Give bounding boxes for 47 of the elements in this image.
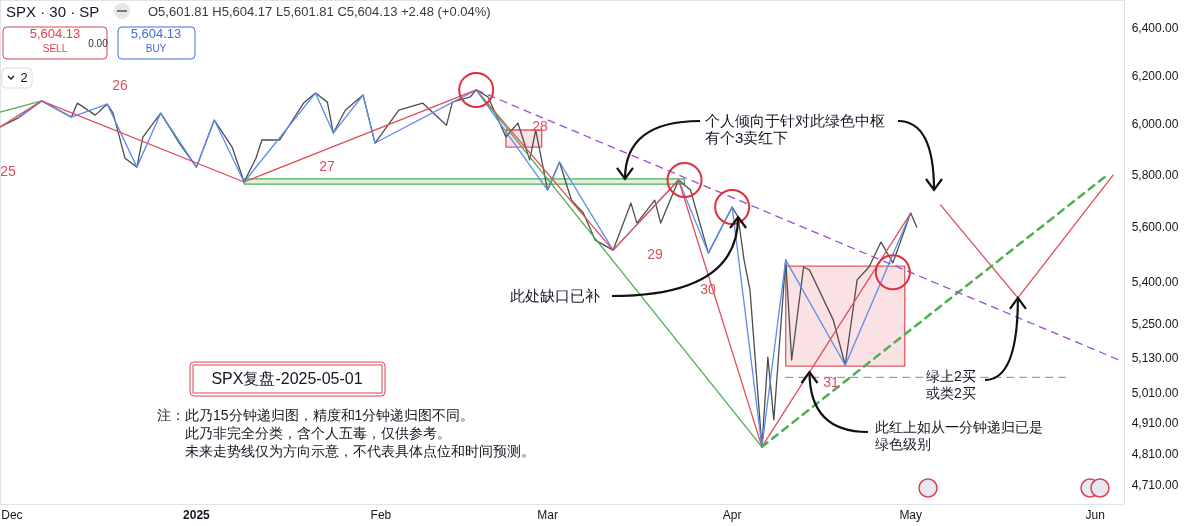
y-tick-label: 5,800.00	[1131, 168, 1179, 183]
annotation: 25	[0, 162, 16, 179]
y-tick-label: 5,400.00	[1131, 274, 1179, 289]
point	[714, 189, 751, 226]
annotation: 27	[319, 157, 335, 174]
y-tick-label: 5,130.00	[1131, 351, 1179, 366]
annotation: 26	[112, 76, 128, 93]
annotation: 注：此乃15分钟递归图，精度和1分钟递归图不同。	[157, 407, 475, 423]
y-tick-label: 6,200.00	[1131, 68, 1179, 83]
annotation: 或类2买	[926, 385, 976, 401]
y-tick-label: 5,600.00	[1131, 220, 1179, 235]
y-tick-label: 5,010.00	[1131, 386, 1179, 401]
chart-subtitle: O5,601.81 H5,604.17 L5,601.81 C5,604.13 +2.48 (+0.04%)	[148, 4, 491, 19]
point	[874, 254, 911, 291]
annotation: 0.00	[88, 38, 109, 49]
x-tick-label: Mar	[537, 508, 558, 523]
y-tick-label: 4,910.00	[1131, 416, 1179, 431]
annotation: 未来走势线仅为方向示意，不代表具体点位和时间预测。	[185, 443, 535, 459]
annotation: 29	[647, 245, 663, 262]
y-tick-label: 4,810.00	[1131, 447, 1179, 462]
x-tick-label: Dec	[1, 508, 23, 523]
point	[458, 71, 495, 108]
y-tick-label: 5,250.00	[1131, 316, 1179, 331]
x-tick-label: May	[899, 508, 923, 523]
annotation: 个人倾向于针对此绿色中枢	[705, 112, 885, 129]
annotation: 此乃非完全分类，含个人五毒，仅供参考。	[185, 425, 451, 441]
x-tick-label: Apr	[722, 508, 742, 523]
x-tick-label: Feb	[370, 508, 392, 523]
annotation: 5,604.13	[130, 26, 182, 41]
annotation: 有个3卖红下	[705, 129, 789, 146]
y-tick-label: 4,710.00	[1131, 478, 1179, 493]
annotation: 31	[823, 373, 839, 390]
annotation: 绿上2买	[926, 368, 976, 384]
y-tick-label: 6,000.00	[1131, 117, 1179, 132]
annotation: 2	[20, 70, 28, 85]
annotation: SPX复盘-2025-05-01	[211, 370, 363, 387]
y-tick-label: 6,400.00	[1131, 21, 1179, 36]
annotation: 此处缺口已补	[510, 287, 600, 304]
annotation: 5,604.13	[29, 26, 81, 41]
annotation: BUY	[145, 43, 167, 54]
annotation: SELL	[42, 43, 68, 54]
x-tick-label: Jun	[1085, 508, 1105, 523]
annotation: 绿色级别	[875, 436, 931, 452]
chart-title: SPX · 30 · SP	[6, 3, 100, 20]
point	[666, 161, 703, 198]
annotation: 此红上如从一分钟递归已是	[875, 419, 1043, 435]
x-tick-label: 2025	[183, 508, 211, 523]
